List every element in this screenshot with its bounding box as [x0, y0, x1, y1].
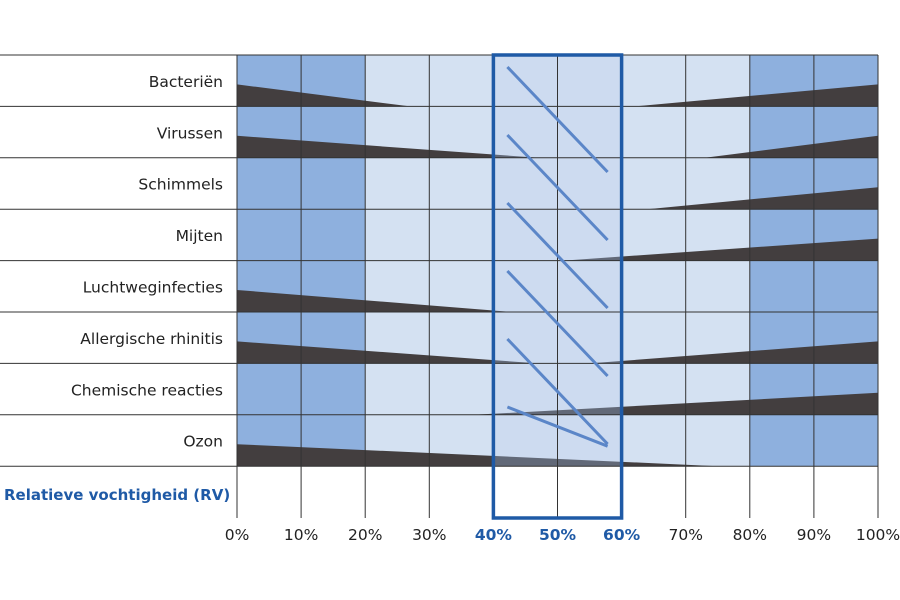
- wedge-right: [647, 187, 878, 210]
- row-label: Luchtweginfecties: [83, 278, 223, 296]
- x-tick-labels: 0% 10% 20% 30% 40% 50% 60% 70% 80% 90% 100%: [225, 526, 900, 544]
- hatch-line: [506, 133, 609, 242]
- row-labels: Bacteriën Virussen Schimmels Mijten Luchtweg…: [71, 73, 223, 451]
- x-tick-label: 60%: [603, 526, 641, 544]
- row-label: Mijten: [176, 227, 223, 245]
- optimal-zone-hatching: [506, 65, 609, 448]
- wedge-left: [237, 290, 513, 312]
- row-label: Virussen: [157, 124, 223, 142]
- hatch-line: [506, 337, 609, 446]
- x-axis-title: Relatieve vochtigheid (RV): [4, 486, 230, 504]
- optimal-range-frame: [491, 53, 624, 520]
- wedge-right: [704, 135, 878, 158]
- x-tick-label: 0%: [225, 526, 250, 544]
- wedge-right: [634, 84, 878, 107]
- wedge-left: [237, 444, 718, 467]
- x-tick-label: 50%: [539, 526, 577, 544]
- row-label: Allergische rhinitis: [80, 330, 223, 348]
- wedge-left: [237, 135, 539, 158]
- hatch-line: [506, 65, 609, 174]
- hatch-line: [506, 269, 609, 378]
- wedge-right: [563, 238, 878, 261]
- x-tick-label: 40%: [475, 526, 513, 544]
- hatch-line: [506, 201, 609, 310]
- row-label: Bacteriën: [149, 73, 223, 91]
- x-tick-label: 20%: [348, 526, 382, 544]
- row-label: Schimmels: [138, 176, 223, 194]
- x-tick-label: 80%: [733, 526, 767, 544]
- wedge-left: [237, 84, 411, 107]
- wedge-right: [474, 392, 878, 415]
- wedge-left: [237, 341, 539, 364]
- wedge-right: [589, 341, 878, 364]
- x-tick-label: 30%: [412, 526, 446, 544]
- x-tick-label: 70%: [668, 526, 702, 544]
- row-label: Ozon: [183, 433, 223, 451]
- x-tick-label: 10%: [284, 526, 318, 544]
- row-label: Chemische reacties: [71, 381, 223, 399]
- x-tick-label: 90%: [797, 526, 831, 544]
- x-tick-label: 100%: [856, 526, 900, 544]
- hatch-line: [506, 405, 609, 448]
